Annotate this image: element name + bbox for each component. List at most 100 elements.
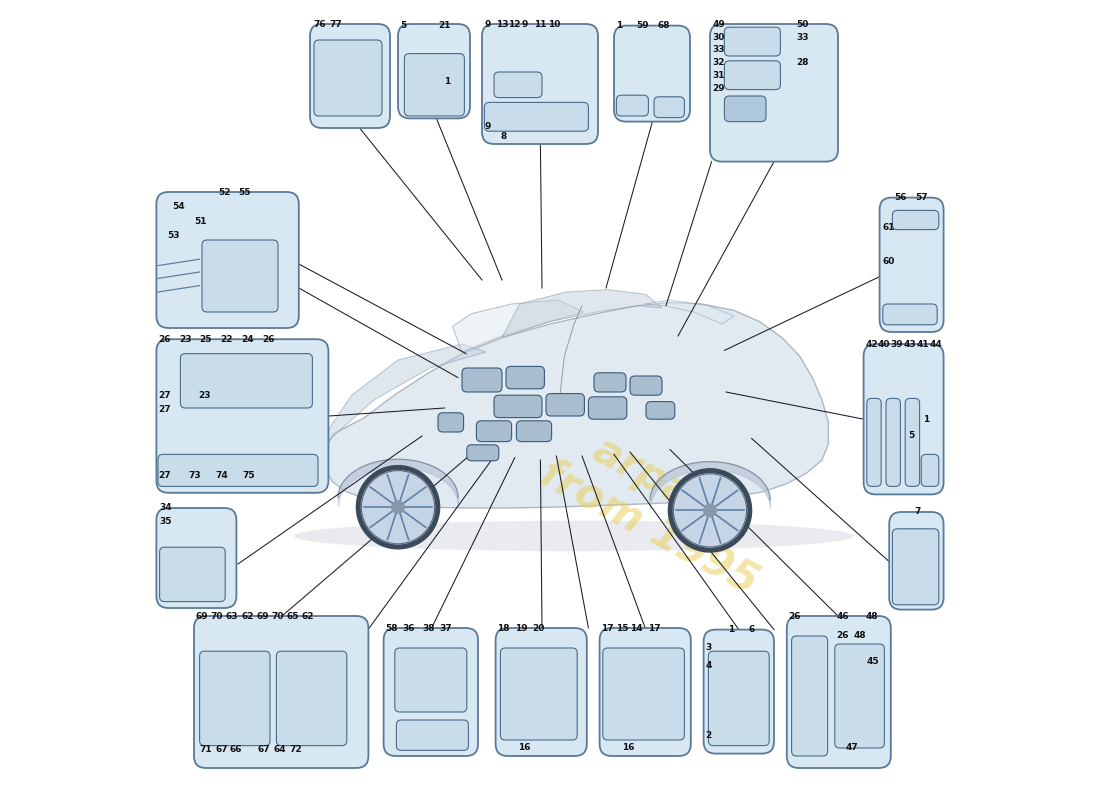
Text: 9: 9 <box>484 122 491 131</box>
FancyBboxPatch shape <box>396 720 469 750</box>
Text: 13: 13 <box>496 20 508 29</box>
FancyBboxPatch shape <box>438 413 463 432</box>
Text: 23: 23 <box>179 335 191 344</box>
Text: 10: 10 <box>548 20 560 29</box>
Text: 30: 30 <box>713 33 725 42</box>
FancyBboxPatch shape <box>276 651 346 746</box>
FancyBboxPatch shape <box>708 651 769 746</box>
Polygon shape <box>452 300 584 352</box>
Text: 54: 54 <box>173 202 185 211</box>
Text: 2: 2 <box>705 731 712 740</box>
Text: 62: 62 <box>302 612 315 621</box>
Text: 26: 26 <box>789 612 801 621</box>
Polygon shape <box>502 290 662 338</box>
Text: 71: 71 <box>199 745 212 754</box>
Text: 19: 19 <box>515 624 527 633</box>
Text: 72: 72 <box>289 745 301 754</box>
Text: 67: 67 <box>216 745 228 754</box>
Text: 58: 58 <box>385 624 398 633</box>
FancyBboxPatch shape <box>506 366 544 389</box>
Text: 57: 57 <box>915 193 927 202</box>
Text: 6: 6 <box>748 626 755 634</box>
Text: 5: 5 <box>400 21 407 30</box>
Ellipse shape <box>294 521 854 551</box>
Circle shape <box>669 469 751 552</box>
FancyBboxPatch shape <box>792 636 827 756</box>
FancyBboxPatch shape <box>886 398 901 486</box>
FancyBboxPatch shape <box>905 398 920 486</box>
Text: 45: 45 <box>867 657 879 666</box>
Circle shape <box>392 501 404 514</box>
Text: 61: 61 <box>883 223 895 232</box>
Text: 46: 46 <box>836 612 849 621</box>
Text: 48: 48 <box>854 631 867 640</box>
Text: 20: 20 <box>532 624 544 633</box>
Polygon shape <box>324 302 828 508</box>
Text: 41: 41 <box>916 340 930 349</box>
Text: 16: 16 <box>518 743 530 752</box>
FancyBboxPatch shape <box>500 648 578 740</box>
Text: 56: 56 <box>894 193 906 202</box>
Text: 49: 49 <box>713 20 725 29</box>
FancyBboxPatch shape <box>725 27 780 56</box>
Text: 26: 26 <box>262 335 275 344</box>
Text: 16: 16 <box>621 743 635 752</box>
Text: 1: 1 <box>727 626 734 634</box>
Text: 51: 51 <box>194 217 207 226</box>
Text: 18: 18 <box>497 624 509 633</box>
FancyBboxPatch shape <box>516 421 551 442</box>
FancyBboxPatch shape <box>496 628 586 756</box>
FancyBboxPatch shape <box>704 630 774 754</box>
Text: 27: 27 <box>158 406 170 414</box>
Text: 60: 60 <box>883 257 895 266</box>
FancyBboxPatch shape <box>199 651 270 746</box>
Polygon shape <box>324 344 486 444</box>
Text: 55: 55 <box>238 188 251 197</box>
Text: 24: 24 <box>241 335 254 344</box>
FancyBboxPatch shape <box>630 376 662 395</box>
Text: 48: 48 <box>866 612 878 621</box>
Polygon shape <box>645 300 734 324</box>
FancyBboxPatch shape <box>883 304 937 325</box>
FancyBboxPatch shape <box>588 397 627 419</box>
Text: 32: 32 <box>713 58 725 67</box>
FancyBboxPatch shape <box>405 54 464 116</box>
FancyBboxPatch shape <box>156 508 236 608</box>
Text: 70: 70 <box>211 612 223 621</box>
Text: 74: 74 <box>216 471 229 480</box>
FancyBboxPatch shape <box>892 210 938 230</box>
Text: 15: 15 <box>616 624 628 633</box>
Text: 50: 50 <box>796 20 808 29</box>
Text: 1: 1 <box>444 78 451 86</box>
Text: 77: 77 <box>329 20 342 29</box>
FancyBboxPatch shape <box>921 454 938 486</box>
FancyBboxPatch shape <box>384 628 478 756</box>
Text: 9: 9 <box>484 20 491 29</box>
Circle shape <box>704 504 716 517</box>
FancyBboxPatch shape <box>786 616 891 768</box>
FancyBboxPatch shape <box>546 394 584 416</box>
Text: 1: 1 <box>616 22 623 30</box>
FancyBboxPatch shape <box>654 97 684 118</box>
Text: 53: 53 <box>167 231 180 240</box>
FancyBboxPatch shape <box>156 339 329 493</box>
Text: 4: 4 <box>705 662 712 670</box>
FancyBboxPatch shape <box>484 102 588 131</box>
FancyBboxPatch shape <box>194 616 368 768</box>
FancyBboxPatch shape <box>202 240 278 312</box>
Text: 29: 29 <box>713 84 725 93</box>
Text: 7: 7 <box>915 507 921 516</box>
FancyBboxPatch shape <box>725 96 766 122</box>
Text: 42: 42 <box>866 340 878 349</box>
FancyBboxPatch shape <box>616 95 648 116</box>
Text: 26: 26 <box>158 335 170 344</box>
Text: 31: 31 <box>713 71 725 80</box>
FancyBboxPatch shape <box>156 192 299 328</box>
FancyBboxPatch shape <box>603 648 684 740</box>
Text: 65: 65 <box>287 612 299 621</box>
Text: 66: 66 <box>230 745 242 754</box>
Text: 23: 23 <box>198 391 210 400</box>
Text: 5: 5 <box>909 431 915 440</box>
Text: 40: 40 <box>878 340 891 349</box>
Text: 69: 69 <box>256 612 270 621</box>
